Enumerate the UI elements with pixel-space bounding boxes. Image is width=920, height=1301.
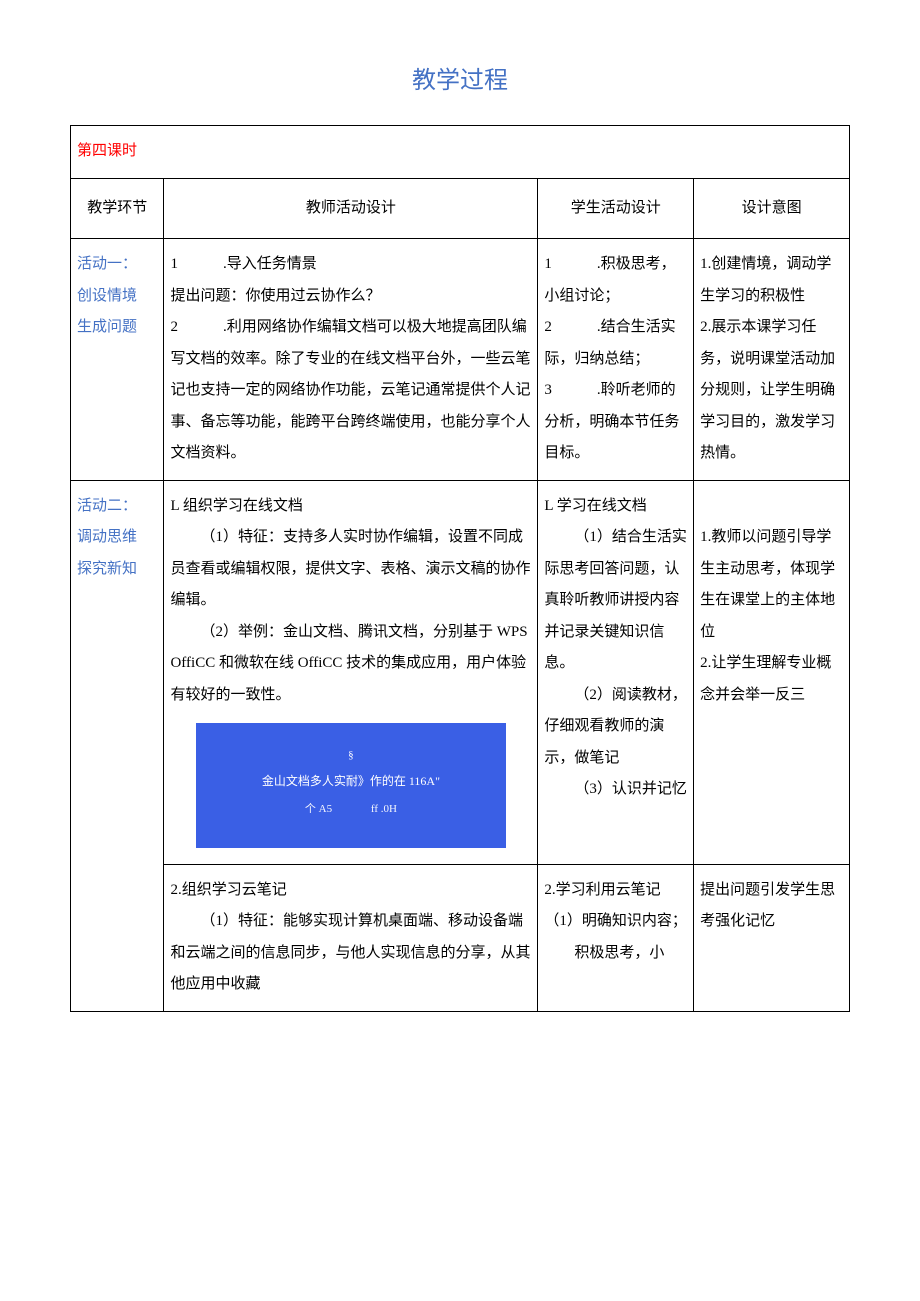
lesson-header-cell: 第四课时	[71, 126, 850, 179]
intent-text: 2.展示本课学习任务，说明课堂活动加分规则，让学生明确学习目的，激发学习热情。	[700, 312, 843, 470]
img-sub: ff .0H	[371, 799, 397, 820]
col-header-teacher: 教师活动设计	[164, 178, 538, 239]
intent-text: 1.创建情境，调动学生学习的积极性	[700, 249, 843, 312]
col-header-intent: 设计意图	[694, 178, 850, 239]
intent-text: 提出问题引发学生思考强化记忆	[700, 875, 843, 938]
student-cell: L 学习在线文档 （1）结合生活实际思考回答问题，认真聆听教师讲授内容并记录关键…	[538, 480, 694, 864]
stage-label: 活动二：	[77, 491, 157, 523]
stage-label: 调动思维	[77, 522, 157, 554]
teacher-text: （2）举例：金山文档、腾讯文档，分别基于 WPSOffiCC 和微软在线 Off…	[170, 617, 531, 712]
stage-label: 创设情境	[77, 281, 157, 313]
intent-text: 2.让学生理解专业概念并会举一反三	[700, 648, 843, 711]
intent-text: 1.教师以问题引导学生主动思考，体现学生在课堂上的主体地位	[700, 522, 843, 648]
teacher-text: （1）特征：能够实现计算机桌面端、移动设备端和云端之间的信息同步，与他人实现信息…	[170, 906, 531, 1001]
img-line: 个 A5 ff .0H	[206, 799, 496, 820]
student-text: 3 .聆听老师的分析，明确本节任务目标。	[544, 375, 687, 470]
stage-label: 活动一：	[77, 249, 157, 281]
lesson-plan-table: 第四课时 教学环节 教师活动设计 学生活动设计 设计意图 活动一： 创设情境 生…	[70, 125, 850, 1012]
teacher-text: （1）特征：支持多人实时协作编辑，设置不同成员查看或编辑权限，提供文字、表格、演…	[170, 522, 531, 617]
stage-cell: 活动二： 调动思维 探究新知	[71, 480, 164, 1011]
img-line: §	[206, 745, 496, 766]
student-text: （3）认识并记忆	[544, 774, 687, 806]
lesson-header-row: 第四课时	[71, 126, 850, 179]
teacher-cell: L 组织学习在线文档 （1）特征：支持多人实时协作编辑，设置不同成员查看或编辑权…	[164, 480, 538, 864]
teacher-text: 1 .导入任务情景	[170, 249, 531, 281]
table-row: 活动一： 创设情境 生成问题 1 .导入任务情景 提出问题：你使用过云协作么？ …	[71, 239, 850, 481]
teacher-cell: 2.组织学习云笔记 （1）特征：能够实现计算机桌面端、移动设备端和云端之间的信息…	[164, 864, 538, 1011]
teacher-text: 提出问题：你使用过云协作么？	[170, 281, 531, 313]
student-text: （2）阅读教材，仔细观看教师的演示，做笔记	[544, 680, 687, 775]
stage-label: 探究新知	[77, 554, 157, 586]
student-text: （1）结合生活实际思考回答问题，认真聆听教师讲授内容并记录关键知识信息。	[544, 522, 687, 680]
teacher-text: 2.组织学习云笔记	[170, 875, 531, 907]
student-text: 积极思考，小	[544, 938, 687, 970]
page-title: 教学过程	[70, 60, 850, 95]
student-text: L 学习在线文档	[544, 491, 687, 523]
student-text: 2.学习利用云笔记	[544, 875, 687, 907]
intent-cell: 提出问题引发学生思考强化记忆	[694, 864, 850, 1011]
img-sub: 个 A5	[305, 799, 332, 820]
col-header-student: 学生活动设计	[538, 178, 694, 239]
student-text: 2 .结合生活实际，归纳总结；	[544, 312, 687, 375]
stage-label: 生成问题	[77, 312, 157, 344]
table-row: 活动二： 调动思维 探究新知 L 组织学习在线文档 （1）特征：支持多人实时协作…	[71, 480, 850, 864]
intent-cell: 1.教师以问题引导学生主动思考，体现学生在课堂上的主体地位 2.让学生理解专业概…	[694, 480, 850, 864]
teacher-text: L 组织学习在线文档	[170, 491, 531, 523]
column-headers-row: 教学环节 教师活动设计 学生活动设计 设计意图	[71, 178, 850, 239]
stage-cell: 活动一： 创设情境 生成问题	[71, 239, 164, 481]
embedded-screenshot: § 金山文档多人实耐》作的在 116A" 个 A5 ff .0H	[196, 723, 506, 848]
intent-cell: 1.创建情境，调动学生学习的积极性 2.展示本课学习任务，说明课堂活动加分规则，…	[694, 239, 850, 481]
student-cell: 2.学习利用云笔记 （1）明确知识内容； 积极思考，小	[538, 864, 694, 1011]
table-row: 2.组织学习云笔记 （1）特征：能够实现计算机桌面端、移动设备端和云端之间的信息…	[71, 864, 850, 1011]
student-text: （1）明确知识内容；	[544, 906, 687, 938]
col-header-stage: 教学环节	[71, 178, 164, 239]
teacher-text: 2 .利用网络协作编辑文档可以极大地提高团队编写文档的效率。除了专业的在线文档平…	[170, 312, 531, 470]
img-line: 金山文档多人实耐》作的在 116A"	[206, 770, 496, 793]
teacher-cell: 1 .导入任务情景 提出问题：你使用过云协作么？ 2 .利用网络协作编辑文档可以…	[164, 239, 538, 481]
student-cell: 1 .积极思考，小组讨论； 2 .结合生活实际，归纳总结； 3 .聆听老师的分析…	[538, 239, 694, 481]
student-text: 1 .积极思考，小组讨论；	[544, 249, 687, 312]
